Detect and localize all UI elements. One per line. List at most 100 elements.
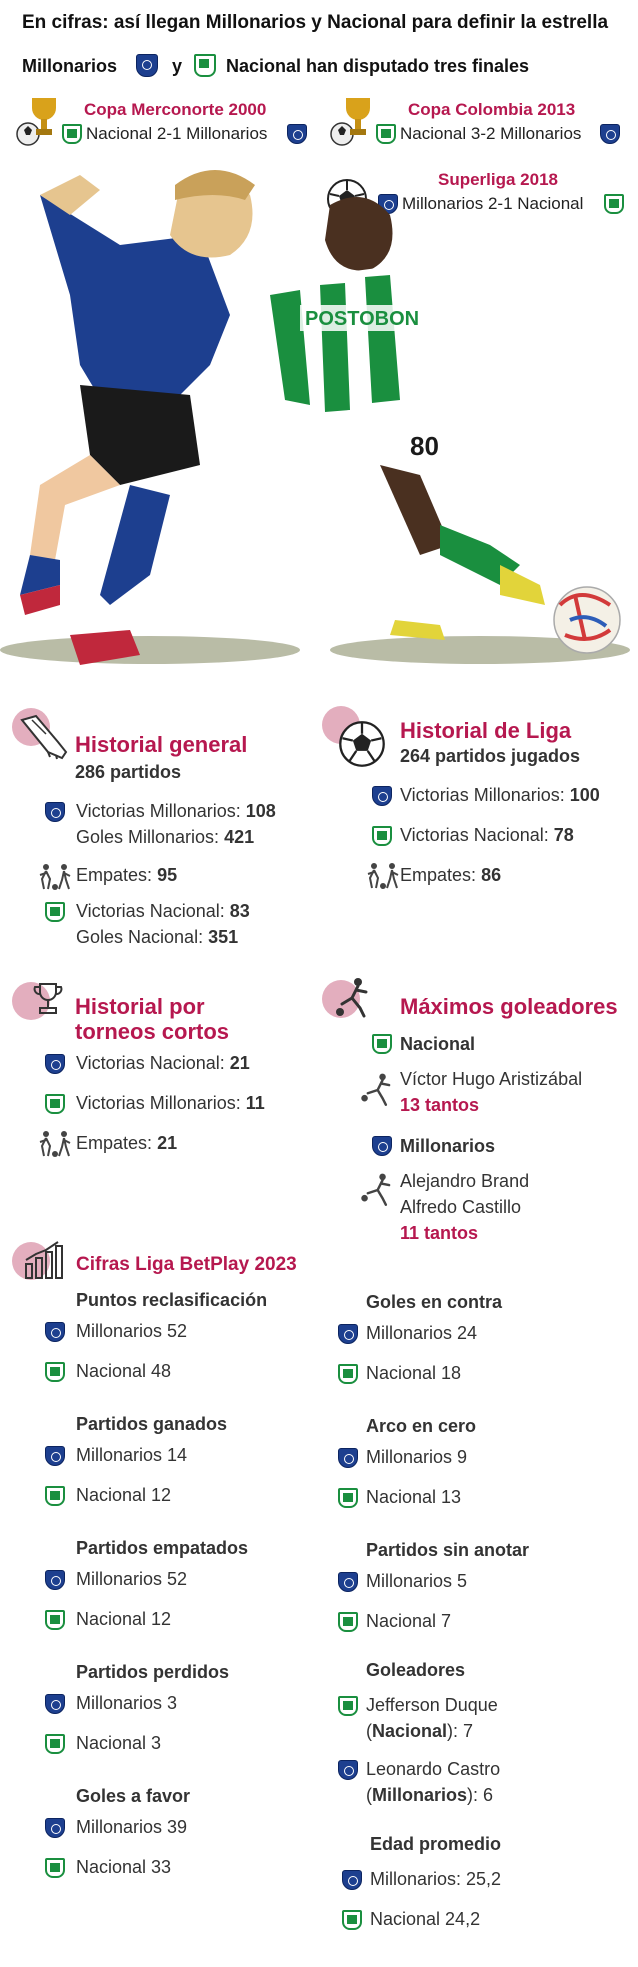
hg-draws: Empates: 95 bbox=[76, 865, 178, 885]
final-3-result: Millonarios 2-1 Nacional bbox=[402, 194, 584, 213]
nacional-crest-icon bbox=[372, 826, 392, 846]
jersey-sponsor: POSTOBON bbox=[305, 308, 419, 330]
betplay-left-nacional-value: Nacional 3 bbox=[76, 1733, 162, 1753]
nacional-crest-icon bbox=[376, 124, 396, 144]
betplay-right-stat-title: Arco en cero bbox=[366, 1416, 477, 1436]
ball-icon bbox=[338, 720, 386, 773]
goleadores-millonarios-player-1: Alejandro Brand bbox=[400, 1171, 530, 1191]
millonarios-crest-icon bbox=[338, 1572, 358, 1592]
nacional-crest-icon bbox=[62, 124, 82, 144]
betplay-left-millonarios-value: Millonarios 52 bbox=[76, 1321, 188, 1341]
betplay-right-millonarios-value: Millonarios 9 bbox=[366, 1447, 468, 1467]
millonarios-crest-icon bbox=[338, 1760, 358, 1780]
nacional-crest-icon bbox=[338, 1488, 358, 1508]
betplay-right-stat-title: Partidos sin anotar bbox=[366, 1540, 530, 1560]
betplay-left-millonarios-value: Millonarios 14 bbox=[76, 1445, 188, 1465]
millonarios-crest-icon bbox=[136, 54, 158, 77]
kick-icon bbox=[358, 1072, 394, 1113]
trophy-outline-icon bbox=[28, 980, 68, 1025]
betplay-right-millonarios-value: Millonarios 5 bbox=[366, 1571, 468, 1591]
players-icon bbox=[366, 862, 402, 895]
hc-mil-wins: Victorias Millonarios: 11 bbox=[76, 1093, 265, 1113]
historial-general-title: Historial general bbox=[75, 732, 248, 757]
historial-liga-title: Historial de Liga bbox=[400, 718, 572, 743]
jersey-number: 80 bbox=[410, 431, 439, 461]
historial-liga-subtitle: 264 partidos jugados bbox=[400, 746, 581, 766]
nacional-crest-icon bbox=[338, 1612, 358, 1632]
betplay-edad-nac: Nacional 24,2 bbox=[370, 1909, 481, 1929]
betplay-edad-title: Edad promedio bbox=[370, 1834, 502, 1854]
hl-mil-wins: Victorias Millonarios: 100 bbox=[400, 785, 600, 805]
millonarios-crest-icon bbox=[342, 1870, 362, 1890]
betplay-left-nacional-value: Nacional 12 bbox=[76, 1609, 172, 1629]
final-3-title: Superliga 2018 bbox=[438, 170, 559, 189]
kick-icon bbox=[332, 976, 376, 1025]
goleadores-nacional-label: Nacional bbox=[400, 1034, 476, 1054]
finals-heading: Millonarios bbox=[22, 56, 118, 76]
nacional-crest-icon bbox=[604, 194, 624, 214]
millonarios-crest-icon bbox=[338, 1324, 358, 1344]
hc-draws: Empates: 21 bbox=[76, 1133, 178, 1153]
nacional-crest-icon bbox=[45, 902, 65, 922]
nacional-crest-icon bbox=[45, 1362, 65, 1382]
betplay-right-stat-title: Goles en contra bbox=[366, 1292, 503, 1312]
nacional-crest-icon bbox=[338, 1364, 358, 1384]
betplay-title: Cifras Liga BetPlay 2023 bbox=[76, 1254, 297, 1275]
goleadores-millonarios-player-2: Alfredo Castillo bbox=[400, 1197, 522, 1217]
betplay-gol-nac-name: Jefferson Duque bbox=[366, 1695, 498, 1715]
betplay-left-nacional-value: Nacional 12 bbox=[76, 1485, 172, 1505]
nacional-crest-icon bbox=[45, 1486, 65, 1506]
goleadores-nacional-goals: 13 tantos bbox=[400, 1095, 480, 1115]
nacional-crest-icon bbox=[342, 1910, 362, 1930]
betplay-gol-nac-team: (Nacional): 7 bbox=[366, 1721, 474, 1741]
trophy-icon bbox=[14, 94, 62, 151]
betplay-left-stat-title: Goles a favor bbox=[76, 1786, 191, 1806]
goleadores-millonarios-label: Millonarios bbox=[400, 1136, 496, 1156]
hg-nac-wins: Victorias Nacional: 83 bbox=[76, 901, 250, 921]
historial-general-subtitle: 286 partidos bbox=[75, 762, 182, 782]
millonarios-crest-icon bbox=[45, 1322, 65, 1342]
betplay-goleadores-title: Goleadores bbox=[366, 1660, 466, 1680]
trophy-icon bbox=[328, 94, 376, 151]
betplay-left-stat-title: Partidos perdidos bbox=[76, 1662, 230, 1682]
kick-icon bbox=[358, 1172, 394, 1213]
nacional-crest-icon bbox=[338, 1696, 358, 1716]
hg-nac-goals: Goles Nacional: 351 bbox=[76, 927, 239, 947]
cleat-icon bbox=[18, 712, 70, 765]
millonarios-crest-icon bbox=[287, 124, 307, 144]
hc-nac-wins: Victorias Nacional: 21 bbox=[76, 1053, 250, 1073]
betplay-left-nacional-value: Nacional 33 bbox=[76, 1857, 172, 1877]
millonarios-crest-icon bbox=[372, 1136, 392, 1156]
nacional-crest-icon bbox=[45, 1610, 65, 1630]
millonarios-crest-icon bbox=[600, 124, 620, 144]
finals-conjunction: y bbox=[172, 56, 183, 76]
millonarios-crest-icon bbox=[45, 1054, 65, 1074]
millonarios-crest-icon bbox=[338, 1448, 358, 1468]
final-2-title: Copa Colombia 2013 bbox=[408, 100, 576, 119]
hl-draws: Empates: 86 bbox=[400, 865, 502, 885]
players-icon bbox=[38, 863, 74, 896]
goleadores-nacional-player: Víctor Hugo Aristizábal bbox=[400, 1069, 583, 1089]
nacional-crest-icon bbox=[45, 1858, 65, 1878]
players-icon bbox=[38, 1130, 74, 1163]
finals-heading-suffix: Nacional han disputado tres finales bbox=[226, 56, 530, 76]
betplay-right-nacional-value: Nacional 7 bbox=[366, 1611, 452, 1631]
players-photo: POSTOBON 80 bbox=[0, 170, 630, 665]
millonarios-crest-icon bbox=[45, 1694, 65, 1714]
nacional-crest-icon bbox=[45, 1734, 65, 1754]
hl-nac-wins: Victorias Nacional: 78 bbox=[400, 825, 574, 845]
betplay-left-stat-title: Puntos reclasificación bbox=[76, 1290, 268, 1310]
millonarios-crest-icon bbox=[45, 1818, 65, 1838]
final-1-title: Copa Merconorte 2000 bbox=[84, 100, 267, 119]
millonarios-crest-icon bbox=[45, 1446, 65, 1466]
betplay-left-stat-title: Partidos empatados bbox=[76, 1538, 249, 1558]
goleadores-title: Máximos goleadores bbox=[400, 994, 618, 1019]
final-2-result: Nacional 3-2 Millonarios bbox=[400, 124, 582, 143]
millonarios-crest-icon bbox=[45, 1570, 65, 1590]
betplay-right-nacional-value: Nacional 18 bbox=[366, 1363, 462, 1383]
betplay-right-nacional-value: Nacional 13 bbox=[366, 1487, 462, 1507]
betplay-left-millonarios-value: Millonarios 3 bbox=[76, 1693, 178, 1713]
millonarios-crest-icon bbox=[372, 786, 392, 806]
historial-cortos-title: Historial por torneos cortos bbox=[75, 994, 230, 1044]
nacional-crest-icon bbox=[194, 54, 216, 77]
